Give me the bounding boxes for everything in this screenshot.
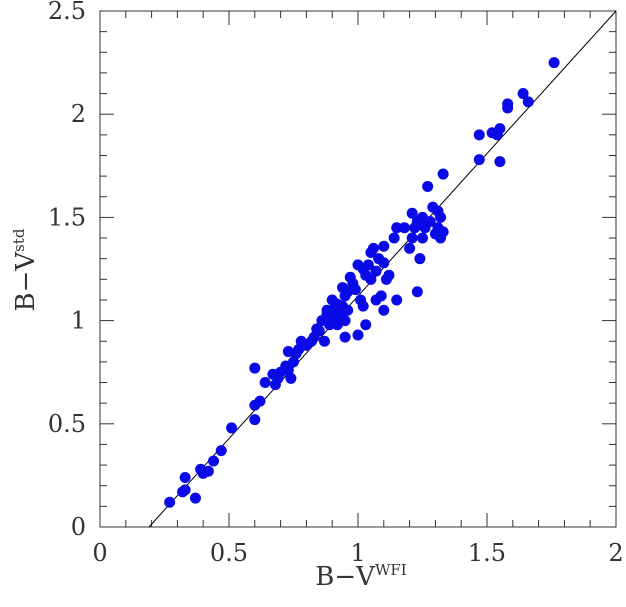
data-point <box>522 96 534 108</box>
data-point <box>254 395 266 407</box>
data-point <box>339 315 351 327</box>
data-point <box>249 414 261 426</box>
data-point <box>422 180 434 192</box>
data-point <box>378 304 390 316</box>
data-point <box>424 216 436 228</box>
y-tick-label: 2 <box>71 100 86 128</box>
y-tick-label: 1 <box>71 307 86 335</box>
data-points <box>164 57 560 508</box>
data-point <box>249 362 261 374</box>
data-point <box>406 232 418 244</box>
y-axis-label: B−Vstd <box>10 228 41 311</box>
y-axis-label-superscript: std <box>10 228 28 252</box>
data-point <box>473 154 485 166</box>
y-tick-label: 1.5 <box>48 203 86 231</box>
axis-tick-labels: 0 0.5 1 1.5 2 0 0.5 1 1.5 2 2.5 <box>48 0 624 567</box>
data-point <box>259 377 271 389</box>
x-tick-label: 2 <box>608 539 623 567</box>
y-tick-label: 0 <box>71 513 86 541</box>
data-point <box>313 325 325 337</box>
data-point <box>398 222 410 234</box>
data-point <box>360 319 372 331</box>
data-point <box>342 304 354 316</box>
reference-line <box>148 10 617 528</box>
y-tick-label: 0.5 <box>48 410 86 438</box>
data-point <box>435 211 447 223</box>
data-point <box>517 88 529 100</box>
x-tick-label: 0.5 <box>210 539 248 567</box>
y-tick-label: 2.5 <box>48 0 86 25</box>
x-axis-label: B−VWFI <box>315 561 406 592</box>
data-point <box>378 240 390 252</box>
data-point <box>437 168 449 180</box>
data-point <box>473 129 485 141</box>
x-tick-label: 1.5 <box>468 539 506 567</box>
data-point <box>548 57 560 69</box>
data-point <box>362 259 374 271</box>
data-point <box>494 156 506 168</box>
data-point <box>502 98 514 110</box>
data-point <box>357 300 369 312</box>
x-axis-label-main: B−V <box>315 562 376 592</box>
axis-ticks <box>99 10 617 528</box>
data-point <box>378 257 390 269</box>
data-point <box>349 284 361 296</box>
data-point <box>318 335 330 347</box>
data-point <box>388 232 400 244</box>
x-axis-label-superscript: WFI <box>375 561 407 579</box>
data-point <box>189 492 201 504</box>
y-axis-label-main: B−V <box>11 251 41 312</box>
data-point <box>406 207 418 219</box>
data-point <box>437 226 449 238</box>
data-point <box>391 222 403 234</box>
data-point <box>414 253 426 265</box>
data-point <box>375 290 387 302</box>
x-tick-label: 0 <box>92 539 107 567</box>
data-point <box>404 242 416 254</box>
data-point <box>411 286 423 298</box>
data-point <box>282 364 294 376</box>
data-point <box>494 123 506 135</box>
data-point <box>331 306 343 318</box>
data-point <box>391 294 403 306</box>
x-tick-label: 1 <box>350 539 365 567</box>
data-point <box>365 273 377 285</box>
data-point <box>383 269 395 281</box>
data-point <box>367 242 379 254</box>
data-point <box>339 331 351 343</box>
data-point <box>179 471 191 483</box>
data-point <box>417 232 428 244</box>
data-point <box>352 329 364 341</box>
data-point <box>195 463 207 475</box>
data-point <box>285 372 297 384</box>
data-point <box>215 445 227 457</box>
data-point <box>226 422 238 434</box>
data-point <box>164 496 176 508</box>
data-point <box>177 486 189 498</box>
data-point <box>370 265 382 277</box>
data-point <box>208 455 220 467</box>
data-point <box>288 356 299 368</box>
